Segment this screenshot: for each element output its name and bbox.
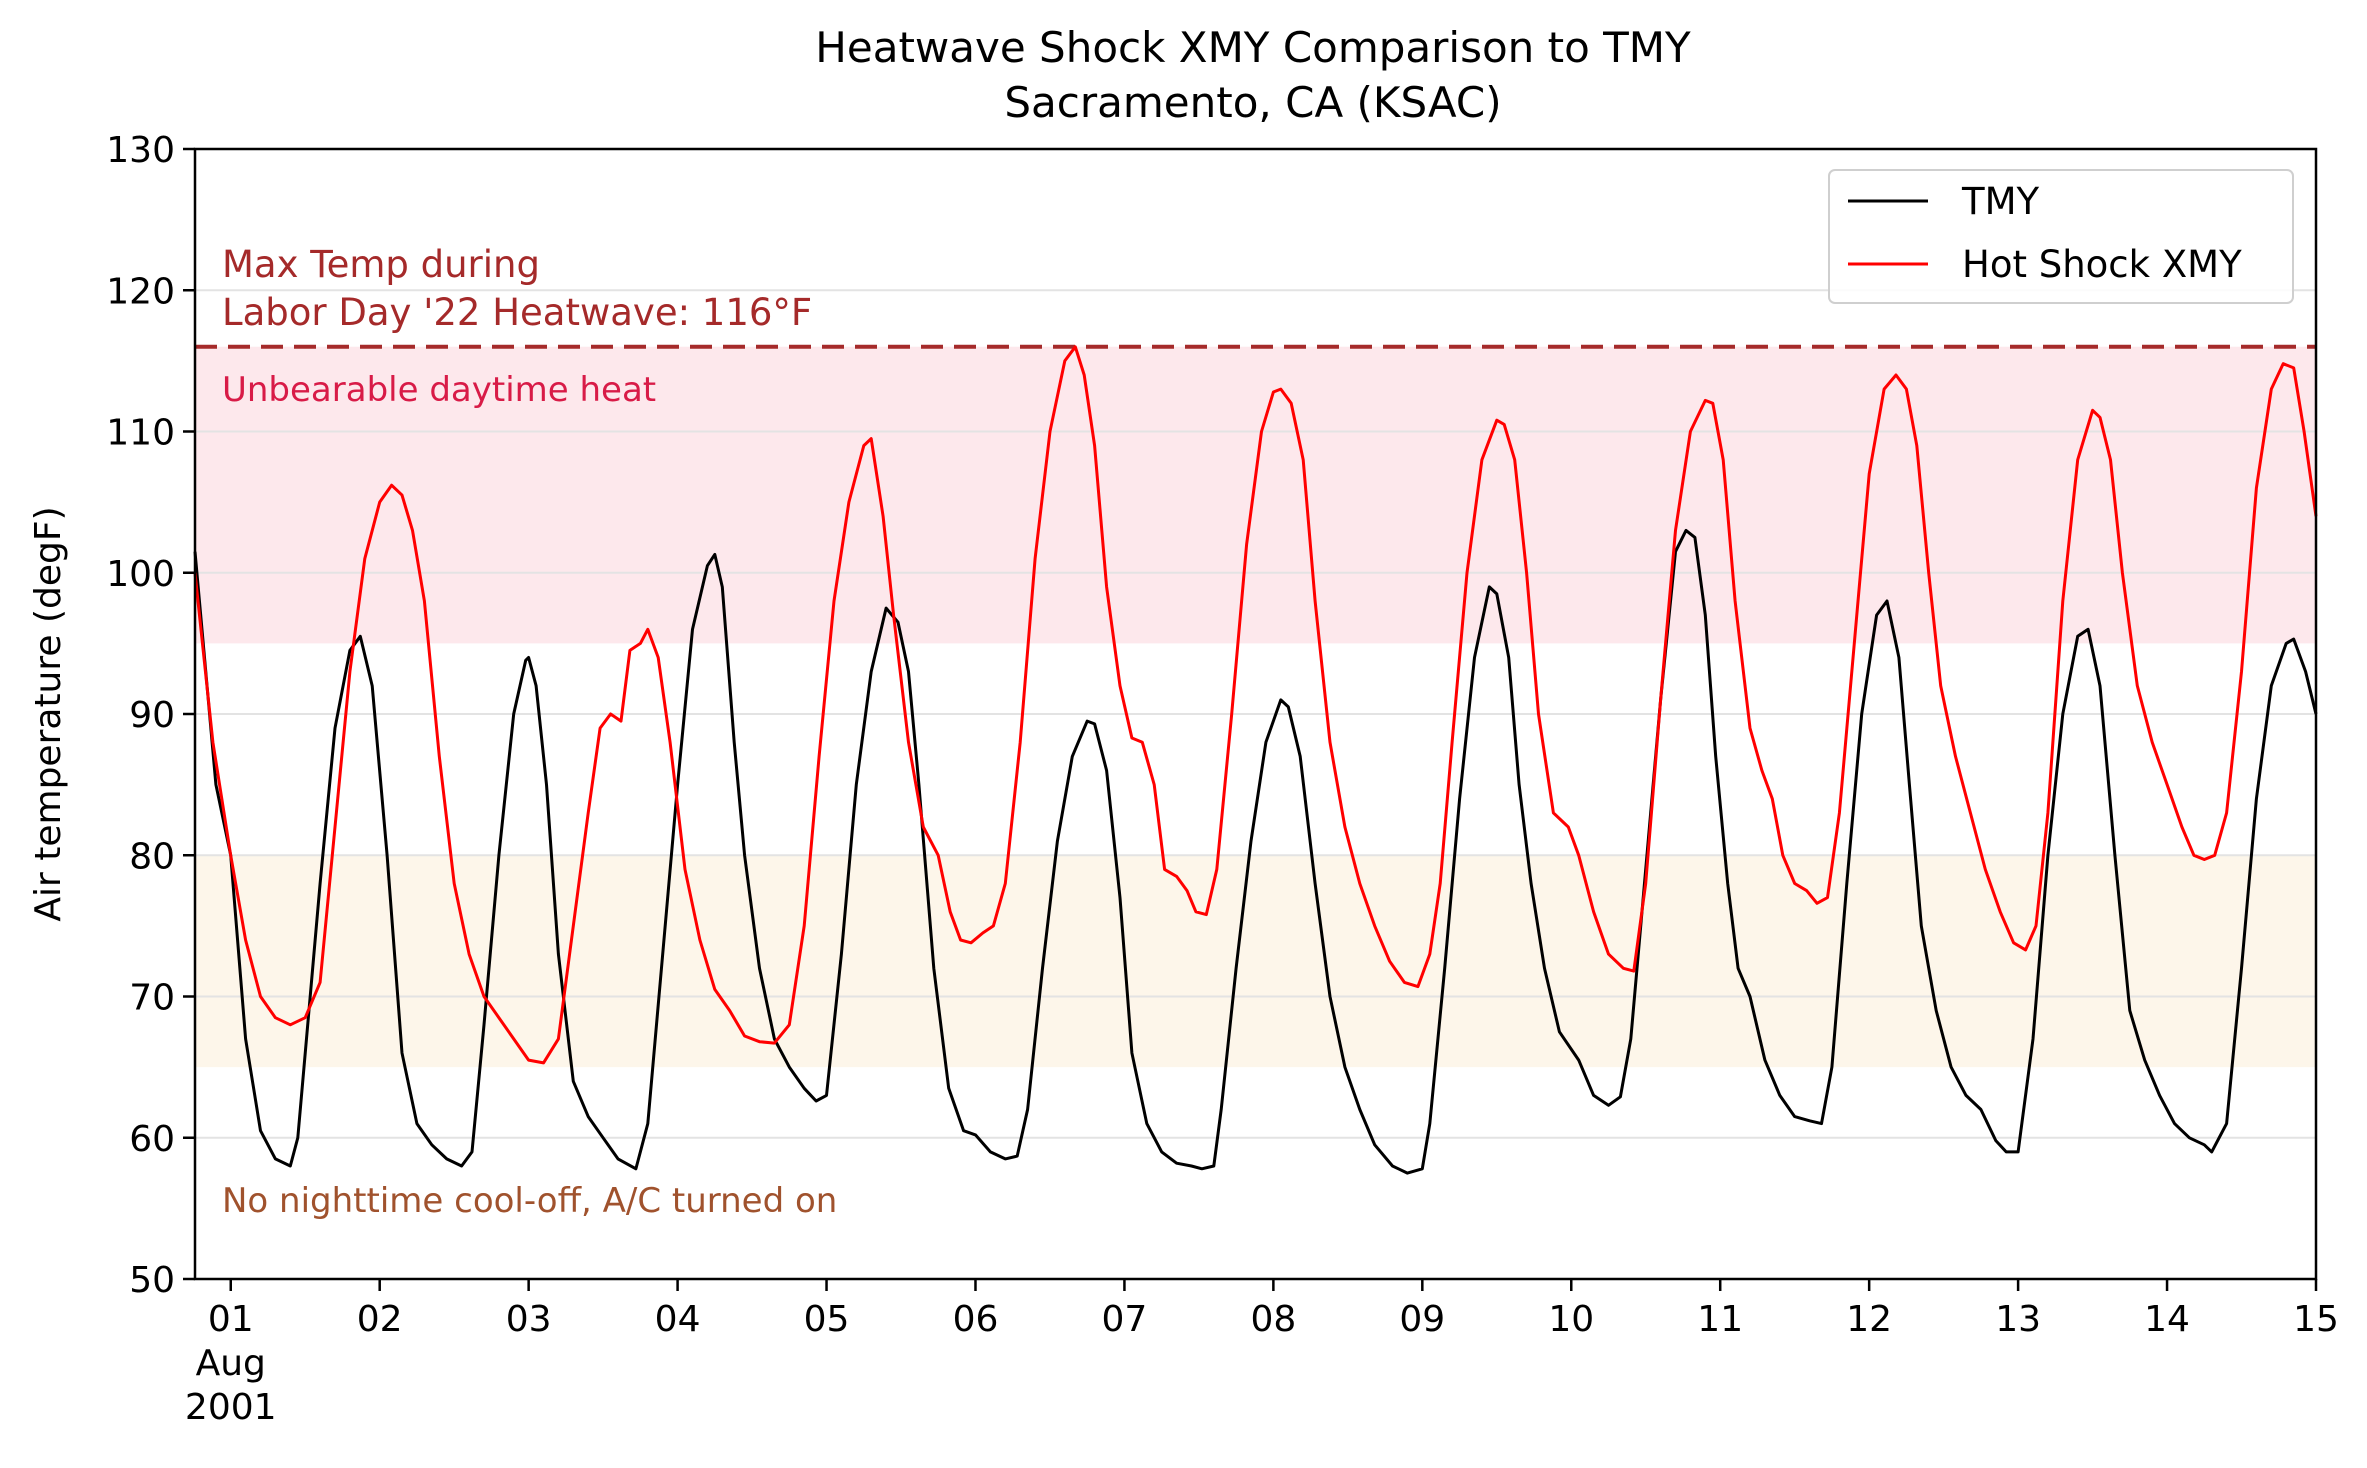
x-tick-year: 2001 bbox=[185, 1387, 277, 1428]
series-line-tmy bbox=[193, 528, 2318, 1175]
reference-label-line1: Max Temp during bbox=[222, 243, 540, 286]
legend-label-tmy: TMY bbox=[1961, 180, 2040, 223]
y-tick-label: 100 bbox=[106, 554, 175, 595]
x-tick-label: 12 bbox=[1846, 1299, 1892, 1340]
cool-band-label: No nighttime cool-off, A/C turned on bbox=[222, 1181, 837, 1221]
x-tick-label: 10 bbox=[1548, 1299, 1594, 1340]
band-0 bbox=[195, 346, 2316, 644]
y-tick-label: 90 bbox=[129, 695, 175, 736]
y-tick-label: 70 bbox=[129, 978, 175, 1019]
x-tick-label: 06 bbox=[953, 1299, 999, 1340]
y-tick-label: 50 bbox=[129, 1260, 175, 1301]
x-tick-label: 01 bbox=[208, 1299, 254, 1340]
y-tick-label: 60 bbox=[129, 1119, 175, 1160]
x-tick-label: 08 bbox=[1250, 1299, 1296, 1340]
x-tick-label: 09 bbox=[1399, 1299, 1445, 1340]
threshold-bands bbox=[195, 346, 2316, 1068]
x-tick-label: 07 bbox=[1102, 1299, 1148, 1340]
x-tick-label: 03 bbox=[506, 1299, 552, 1340]
x-tick-label: 02 bbox=[357, 1299, 403, 1340]
heat-band-label: Unbearable daytime heat bbox=[222, 370, 656, 410]
x-tick-label: 04 bbox=[655, 1299, 701, 1340]
x-tick-month: Aug bbox=[196, 1343, 266, 1384]
x-tick-label: 13 bbox=[1995, 1299, 2041, 1340]
series-line-hot-shock-xmy bbox=[193, 345, 2318, 1065]
legend-label-hot-shock-xmy: Hot Shock XMY bbox=[1962, 243, 2242, 286]
reference-label-line2: Labor Day '22 Heatwave: 116°F bbox=[222, 291, 812, 334]
y-axis-label: Air temperature (degF) bbox=[28, 506, 69, 921]
x-tick-label: 15 bbox=[2293, 1299, 2339, 1340]
x-tick-label: 11 bbox=[1697, 1299, 1743, 1340]
x-tick-label: 05 bbox=[804, 1299, 850, 1340]
y-axis: 50 60 70 80 90 100 110 120 130 bbox=[106, 130, 195, 1301]
legend-box bbox=[1828, 169, 2294, 304]
y-tick-label: 120 bbox=[106, 271, 175, 312]
y-tick-label: 130 bbox=[106, 130, 175, 171]
x-tick-label: 14 bbox=[2144, 1299, 2190, 1340]
y-tick-label: 110 bbox=[106, 413, 175, 454]
y-tick-label: 80 bbox=[129, 836, 175, 877]
legend: TMY Hot Shock XMY bbox=[1828, 169, 2294, 304]
chart-title: Heatwave Shock XMY Comparison to TMY bbox=[815, 23, 1691, 72]
band-1 bbox=[195, 855, 2316, 1068]
chart-subtitle: Sacramento, CA (KSAC) bbox=[1004, 78, 1501, 127]
